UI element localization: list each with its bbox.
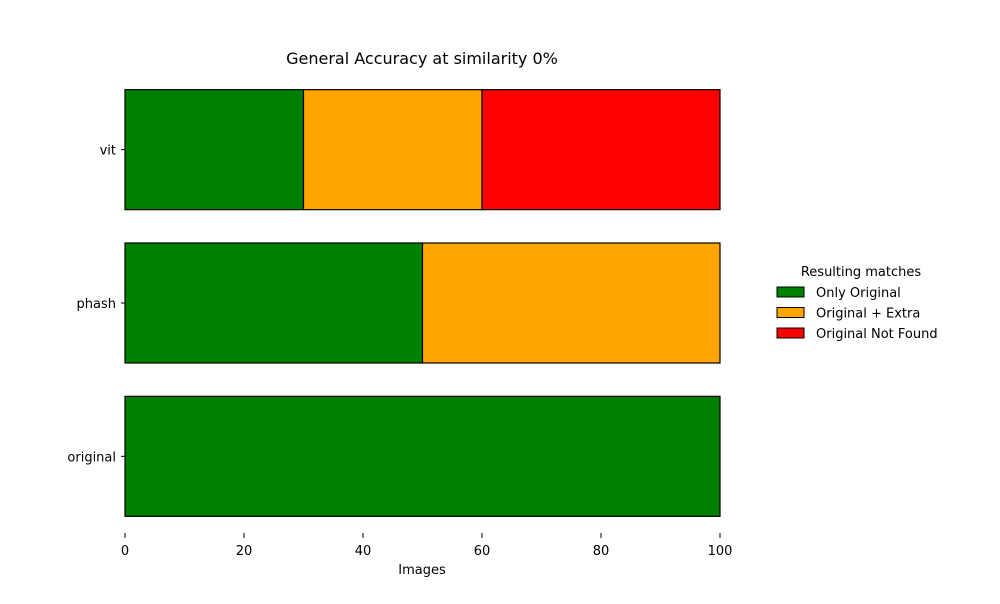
- x-tick-label: 20: [236, 544, 253, 559]
- x-tick-label: 40: [355, 544, 372, 559]
- bar-vit-series-1: [302, 89, 483, 211]
- legend-label: Original Not Found: [816, 327, 938, 342]
- x-tick-label: 80: [593, 544, 610, 559]
- legend-label: Only Original: [816, 286, 901, 301]
- y-tick-label: phash: [77, 297, 116, 312]
- chart-title: General Accuracy at similarity 0%: [286, 49, 558, 68]
- y-tick-label: vit: [100, 144, 116, 159]
- bar-vit-series-0: [124, 89, 305, 211]
- bars-layer: [124, 89, 721, 517]
- legend-swatch: [776, 327, 805, 339]
- x-tick-label: 0: [121, 544, 129, 559]
- legend-title: Resulting matches: [801, 265, 922, 280]
- bar-phash-series-0: [124, 242, 424, 364]
- x-axis-label: Images: [398, 563, 446, 578]
- x-tick-label: 100: [708, 544, 733, 559]
- legend: Resulting matches Only Original Original …: [776, 265, 938, 342]
- bar-original-series-0: [124, 395, 721, 517]
- x-tick-label: 60: [474, 544, 491, 559]
- x-axis: 0 20 40 60 80 100: [121, 533, 733, 559]
- legend-items: Only Original Original + Extra Original No…: [776, 286, 938, 342]
- y-tick-label: original: [67, 450, 116, 465]
- legend-swatch: [776, 307, 805, 318]
- legend-swatch: [776, 286, 805, 298]
- legend-label: Original + Extra: [816, 307, 920, 322]
- bar-phash-series-1: [421, 242, 721, 364]
- y-axis: vit phash original: [67, 144, 125, 465]
- bar-vit-series-2: [481, 89, 721, 211]
